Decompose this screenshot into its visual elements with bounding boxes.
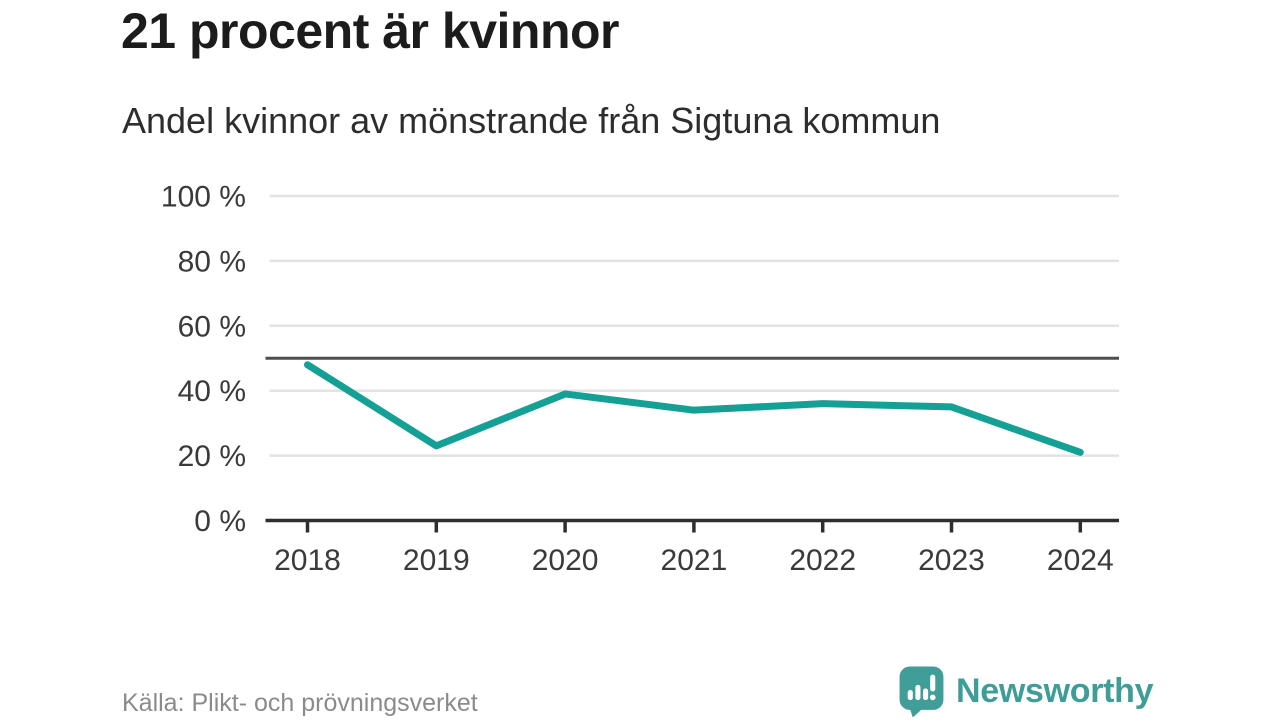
- y-tick-label: 100 %: [161, 181, 246, 214]
- series-polyline: [304, 361, 1084, 456]
- chart-subtitle: Andel kvinnor av mönstrande från Sigtuna…: [122, 100, 941, 141]
- y-tick-label: 80 %: [178, 245, 246, 278]
- x-tick-label: 2020: [532, 544, 599, 577]
- x-axis-labels: 2018 2019 2020 2021 2022 2023 2024: [274, 544, 1114, 577]
- gridlines: [269, 194, 1119, 457]
- newsworthy-logo-icon: [899, 666, 944, 717]
- x-tick-label: 2019: [403, 544, 470, 577]
- x-tick-label: 2023: [918, 544, 985, 577]
- x-axis: [265, 518, 1119, 533]
- brand-text: Newsworthy: [956, 672, 1154, 710]
- y-axis-labels: 0 % 20 % 40 % 60 % 80 % 100 %: [161, 181, 246, 539]
- y-tick-label: 20 %: [178, 440, 246, 473]
- x-tick-label: 2022: [789, 544, 856, 577]
- y-tick-label: 0 %: [194, 505, 246, 538]
- data-line: [304, 361, 1084, 456]
- source-text: Källa: Plikt- och prövningsverket: [122, 689, 478, 717]
- y-tick-label: 60 %: [178, 310, 246, 343]
- x-tick-label: 2024: [1047, 544, 1114, 577]
- x-tick-label: 2021: [661, 544, 728, 577]
- chart-title: 21 procent är kvinnor: [121, 3, 620, 59]
- y-tick-label: 40 %: [178, 375, 246, 408]
- newsworthy-logo: Newsworthy: [898, 666, 1154, 717]
- x-tick-label: 2018: [274, 544, 341, 577]
